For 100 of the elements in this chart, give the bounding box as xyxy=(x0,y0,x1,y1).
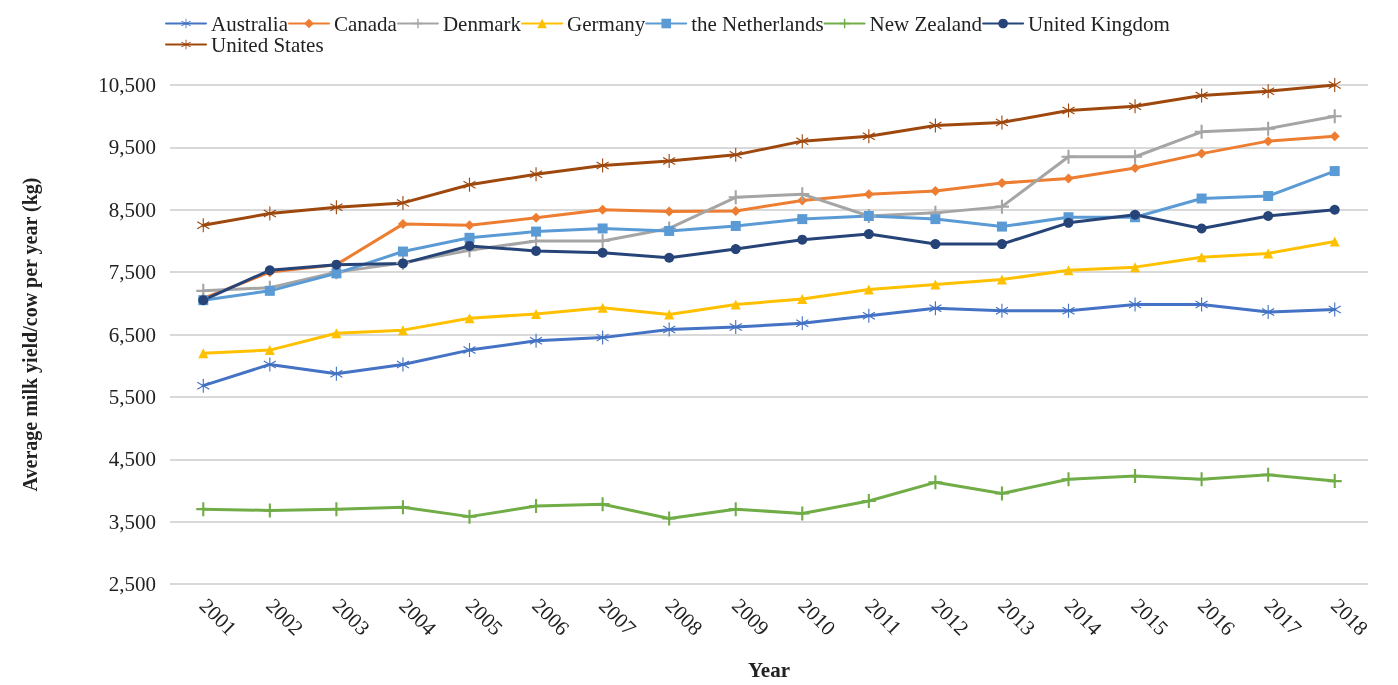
point xyxy=(397,246,408,257)
point xyxy=(1261,305,1275,320)
point xyxy=(730,244,741,255)
legend-label: Denmark xyxy=(442,11,522,36)
point xyxy=(662,511,677,526)
y-tick-label: 9,500 xyxy=(108,135,156,160)
point xyxy=(929,301,942,316)
point xyxy=(596,158,609,173)
point xyxy=(397,219,408,230)
point xyxy=(198,348,209,359)
point xyxy=(1061,472,1076,487)
x-tick-label: 2017 xyxy=(1259,593,1307,641)
y-tick-label: 2,500 xyxy=(108,572,156,596)
point xyxy=(729,320,743,335)
point xyxy=(797,234,808,245)
point xyxy=(662,322,676,337)
legend-label: Canada xyxy=(333,11,398,36)
point xyxy=(664,309,675,320)
legend-label: the Netherlands xyxy=(691,11,824,36)
point xyxy=(1130,262,1141,273)
point xyxy=(1063,265,1074,276)
point xyxy=(995,303,1009,318)
point xyxy=(1261,84,1275,99)
point xyxy=(795,316,809,331)
point xyxy=(662,154,676,169)
point xyxy=(196,378,210,393)
point xyxy=(596,330,609,345)
point xyxy=(597,302,608,313)
point xyxy=(263,357,277,372)
point xyxy=(330,200,343,215)
point xyxy=(396,195,410,210)
point xyxy=(996,221,1007,232)
point xyxy=(1128,99,1142,114)
legend-label: New Zealand xyxy=(869,11,983,36)
point xyxy=(396,357,410,372)
point xyxy=(929,118,942,133)
point xyxy=(531,245,542,256)
point xyxy=(862,308,876,323)
point xyxy=(863,189,874,200)
point xyxy=(1328,302,1342,317)
point xyxy=(795,506,810,521)
point xyxy=(529,167,543,182)
point xyxy=(264,285,275,296)
point xyxy=(1196,252,1207,263)
point xyxy=(664,252,675,263)
point xyxy=(863,284,874,295)
point xyxy=(1063,217,1074,228)
point xyxy=(531,226,542,237)
point xyxy=(664,225,675,236)
x-axis-title: Year xyxy=(748,657,790,682)
point xyxy=(1329,236,1340,247)
point xyxy=(397,325,408,336)
y-tick-label: 6,500 xyxy=(108,322,156,347)
point xyxy=(795,134,809,149)
point xyxy=(996,239,1007,250)
point xyxy=(1128,297,1142,312)
point xyxy=(1329,131,1340,142)
point xyxy=(797,293,808,304)
point xyxy=(730,299,741,310)
point xyxy=(1195,88,1208,103)
point xyxy=(464,313,475,324)
point xyxy=(1263,248,1274,259)
point xyxy=(862,129,876,144)
point xyxy=(597,247,608,258)
point xyxy=(863,229,874,240)
point xyxy=(930,214,941,225)
y-tick-label: 7,500 xyxy=(108,260,156,285)
point xyxy=(463,177,476,192)
y-tick-label: 10,500 xyxy=(98,73,156,97)
point xyxy=(531,212,542,223)
point xyxy=(1196,193,1207,204)
point xyxy=(1263,136,1274,147)
point xyxy=(264,345,275,356)
point xyxy=(330,366,343,381)
point xyxy=(462,509,477,524)
point xyxy=(1063,173,1074,184)
point xyxy=(730,220,741,231)
point xyxy=(529,333,543,348)
point xyxy=(263,206,277,221)
point xyxy=(597,223,608,234)
point xyxy=(1062,303,1075,318)
point xyxy=(1062,103,1075,118)
point xyxy=(464,220,475,231)
point xyxy=(1329,166,1340,177)
point xyxy=(331,328,342,339)
point xyxy=(996,274,1007,285)
y-tick-label: 8,500 xyxy=(108,197,156,222)
y-tick-label: 3,500 xyxy=(108,509,156,534)
point xyxy=(1196,148,1207,159)
point xyxy=(797,214,808,225)
point xyxy=(930,239,941,250)
legend-label: United Kingdom xyxy=(1028,11,1170,36)
point xyxy=(995,115,1009,130)
point xyxy=(729,147,743,162)
point xyxy=(1130,162,1141,173)
point xyxy=(930,279,941,290)
point xyxy=(1061,149,1076,164)
y-tick-label: 5,500 xyxy=(108,384,156,409)
y-tick-label: 4,500 xyxy=(108,447,156,472)
point xyxy=(196,218,210,233)
